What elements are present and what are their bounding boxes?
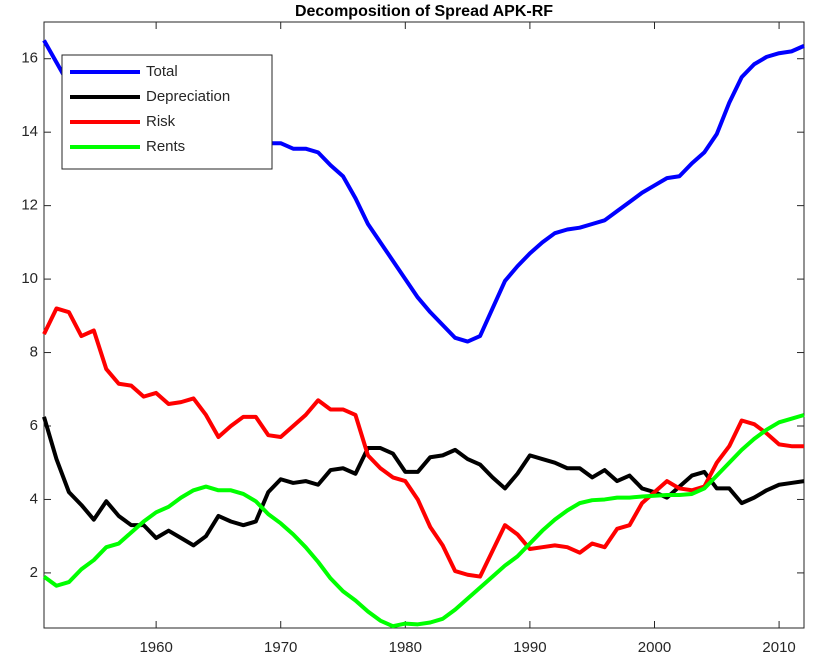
- y-tick-label: 4: [30, 490, 38, 507]
- x-tick-label: 1970: [264, 639, 297, 656]
- y-tick-label: 14: [21, 123, 38, 140]
- legend-label: Rents: [146, 138, 185, 155]
- legend-label: Depreciation: [146, 88, 230, 105]
- x-tick-label: 2010: [762, 639, 795, 656]
- legend-label: Total: [146, 63, 178, 80]
- legend-label: Risk: [146, 113, 176, 130]
- y-tick-label: 12: [21, 197, 38, 214]
- y-tick-label: 10: [21, 270, 38, 287]
- y-tick-label: 8: [30, 344, 38, 361]
- y-tick-label: 2: [30, 564, 38, 581]
- chart-title: Decomposition of Spread APK-RF: [295, 3, 553, 20]
- x-tick-label: 1960: [139, 639, 172, 656]
- x-tick-label: 1990: [513, 639, 546, 656]
- y-tick-label: 6: [30, 417, 38, 434]
- line-series: [42, 306, 804, 579]
- line-series: [42, 413, 805, 629]
- x-tick-label: 2000: [638, 639, 671, 656]
- y-tick-label: 16: [21, 50, 38, 67]
- x-tick-label: 1980: [389, 639, 422, 656]
